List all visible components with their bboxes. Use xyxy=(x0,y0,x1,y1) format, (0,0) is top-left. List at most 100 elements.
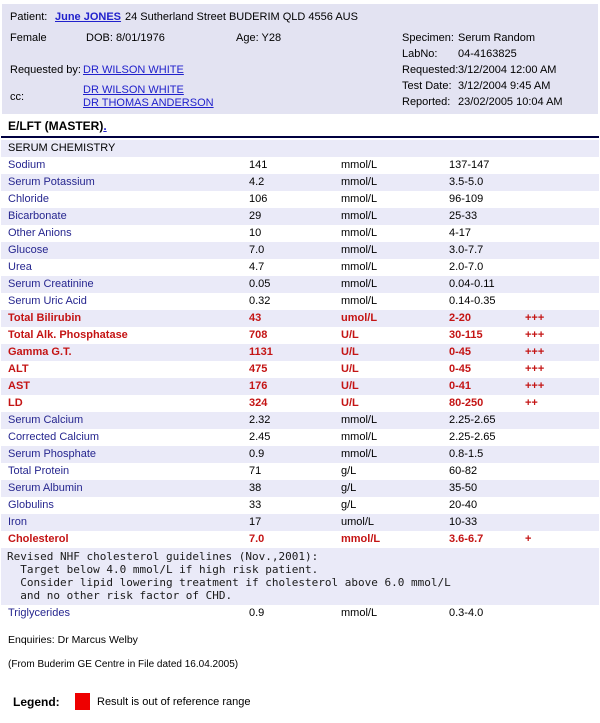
result-row: Serum Albumin 38 g/L 35-50 xyxy=(1,480,599,497)
unit-cell: g/L xyxy=(341,499,357,511)
result-row: ALT 475 U/L 0-45 +++ xyxy=(1,361,599,378)
abnormal-flag-cell xyxy=(525,480,599,497)
result-row: Sodium 141 mmol/L 137-147 xyxy=(1,157,599,174)
unit-cell: g/L xyxy=(341,465,357,477)
abnormal-flag-cell xyxy=(525,225,599,242)
reference-range-cell: 3.0-7.7 xyxy=(449,244,484,256)
abnormal-flag-cell xyxy=(525,208,599,225)
abnormal-flag-cell xyxy=(525,276,599,293)
reference-range-cell: 3.5-5.0 xyxy=(449,176,484,188)
reference-range-cell: 80-250 xyxy=(449,397,484,409)
test-name-cell: Serum Uric Acid xyxy=(8,295,87,307)
result-value-cell: 2.32 xyxy=(249,414,271,426)
result-row: Serum Creatinine 0.05 mmol/L 0.04-0.11 xyxy=(1,276,599,293)
test-name-cell: Globulins xyxy=(8,499,54,511)
unit-cell: mmol/L xyxy=(341,533,381,545)
test-name-cell: Corrected Calcium xyxy=(8,431,100,443)
unit-cell: mmol/L xyxy=(341,295,378,307)
out-of-range-swatch xyxy=(75,693,90,710)
source-line: (From Buderim GE Centre in File dated 16… xyxy=(8,659,239,670)
result-value-cell: 475 xyxy=(249,363,268,375)
specimen-value: Serum Random xyxy=(458,32,536,44)
section-header: SERUM CHEMISTRY xyxy=(1,140,599,157)
unit-cell: mmol/L xyxy=(341,176,378,188)
result-value-cell: 106 xyxy=(249,193,268,205)
abnormal-flag-cell: +++ xyxy=(525,363,545,375)
result-value-cell: 10 xyxy=(249,227,262,239)
specimen-label: Specimen: xyxy=(402,32,454,44)
result-value-cell: 0.9 xyxy=(249,607,265,619)
report-title-text: E/LFT (MASTER) xyxy=(8,119,104,133)
abnormal-flag-cell xyxy=(525,446,599,463)
result-row: Other Anions 10 mmol/L 4-17 xyxy=(1,225,599,242)
reference-range-cell: 2.25-2.65 xyxy=(449,431,496,443)
unit-cell: mmol/L xyxy=(341,261,378,273)
result-value-cell: 0.05 xyxy=(249,278,271,290)
abnormal-flag-cell: +++ xyxy=(525,346,545,358)
result-value-cell: 708 xyxy=(249,329,268,341)
requested-by-doctor-link[interactable]: DR WILSON WHITE xyxy=(83,64,184,76)
unit-cell: umol/L xyxy=(341,312,378,324)
test-name-cell: Chloride xyxy=(8,193,49,205)
result-row: Bicarbonate 29 mmol/L 25-33 xyxy=(1,208,599,225)
labno-value: 04-4163825 xyxy=(458,48,517,60)
test-name-cell: Serum Potassium xyxy=(8,176,95,188)
result-row: Corrected Calcium 2.45 mmol/L 2.25-2.65 xyxy=(1,429,599,446)
reference-range-cell: 2-20 xyxy=(449,312,472,324)
abnormal-flag-cell xyxy=(525,497,599,514)
legend-text: Result is out of reference range xyxy=(97,696,251,708)
abnormal-flag-cell xyxy=(525,293,599,310)
result-value-cell: 4.2 xyxy=(249,176,265,188)
test-name-cell: Serum Phosphate xyxy=(8,448,97,460)
labno-label: LabNo: xyxy=(402,48,438,60)
requested-by-label: Requested by: xyxy=(10,64,81,76)
reference-range-cell: 60-82 xyxy=(449,465,478,477)
abnormal-flag-cell xyxy=(525,259,599,276)
reference-range-cell: 137-147 xyxy=(449,159,490,171)
result-value-cell: 0.32 xyxy=(249,295,271,307)
reference-range-cell: 0-45 xyxy=(449,363,472,375)
abnormal-flag-cell xyxy=(525,412,599,429)
unit-cell: mmol/L xyxy=(341,227,378,239)
requested-date-value: 3/12/2004 12:00 AM xyxy=(458,64,557,76)
result-value-cell: 38 xyxy=(249,482,262,494)
result-value-cell: 4.7 xyxy=(249,261,265,273)
report-title[interactable]: E/LFT (MASTER). xyxy=(8,119,107,133)
result-row: Gamma G.T. 1131 U/L 0-45 +++ xyxy=(1,344,599,361)
abnormal-flag-cell: +++ xyxy=(525,329,545,341)
reference-range-cell: 0.04-0.11 xyxy=(449,278,495,290)
patient-sex: Female xyxy=(10,32,47,44)
enquiries-line: Enquiries: Dr Marcus Welby xyxy=(8,634,138,646)
unit-cell: mmol/L xyxy=(341,278,378,290)
unit-cell: mmol/L xyxy=(341,431,378,443)
requested-date-label: Requested: xyxy=(402,64,459,76)
reported-date-value: 23/02/2005 10:04 AM xyxy=(458,96,563,108)
reference-range-cell: 20-40 xyxy=(449,499,478,511)
reference-range-cell: 30-115 xyxy=(449,329,483,341)
test-name-cell: Triglycerides xyxy=(8,607,70,619)
unit-cell: mmol/L xyxy=(341,244,378,256)
patient-name-link[interactable]: June JONES xyxy=(55,11,122,23)
reference-range-cell: 96-109 xyxy=(449,193,484,205)
cc-doctor-link-2[interactable]: DR THOMAS ANDERSON xyxy=(83,97,214,109)
patient-label: Patient: xyxy=(10,11,48,23)
result-row: LD 324 U/L 80-250 ++ xyxy=(1,395,599,412)
test-name-cell: Serum Calcium xyxy=(8,414,84,426)
cc-doctor-link-1[interactable]: DR WILSON WHITE xyxy=(83,84,184,96)
patient-address: 24 Sutherland Street BUDERIM QLD 4556 AU… xyxy=(125,11,358,23)
test-name-cell: Glucose xyxy=(8,244,49,256)
patient-header-panel: Patient: June JONES 24 Sutherland Street… xyxy=(2,4,598,114)
reference-range-cell: 0.14-0.35 xyxy=(449,295,496,307)
result-value-cell: 17 xyxy=(249,516,262,528)
unit-cell: U/L xyxy=(341,329,359,341)
result-value-cell: 176 xyxy=(249,380,268,392)
abnormal-flag-cell xyxy=(525,242,599,259)
result-value-cell: 29 xyxy=(249,210,262,222)
test-name-cell: Total Protein xyxy=(8,465,70,477)
reference-range-cell: 3.6-6.7 xyxy=(449,533,484,545)
abnormal-flag-cell: + xyxy=(525,533,532,545)
unit-cell: U/L xyxy=(341,397,359,409)
abnormal-flag-cell: +++ xyxy=(525,312,545,324)
abnormal-flag-cell xyxy=(525,514,599,531)
report-title-period: . xyxy=(103,119,107,133)
